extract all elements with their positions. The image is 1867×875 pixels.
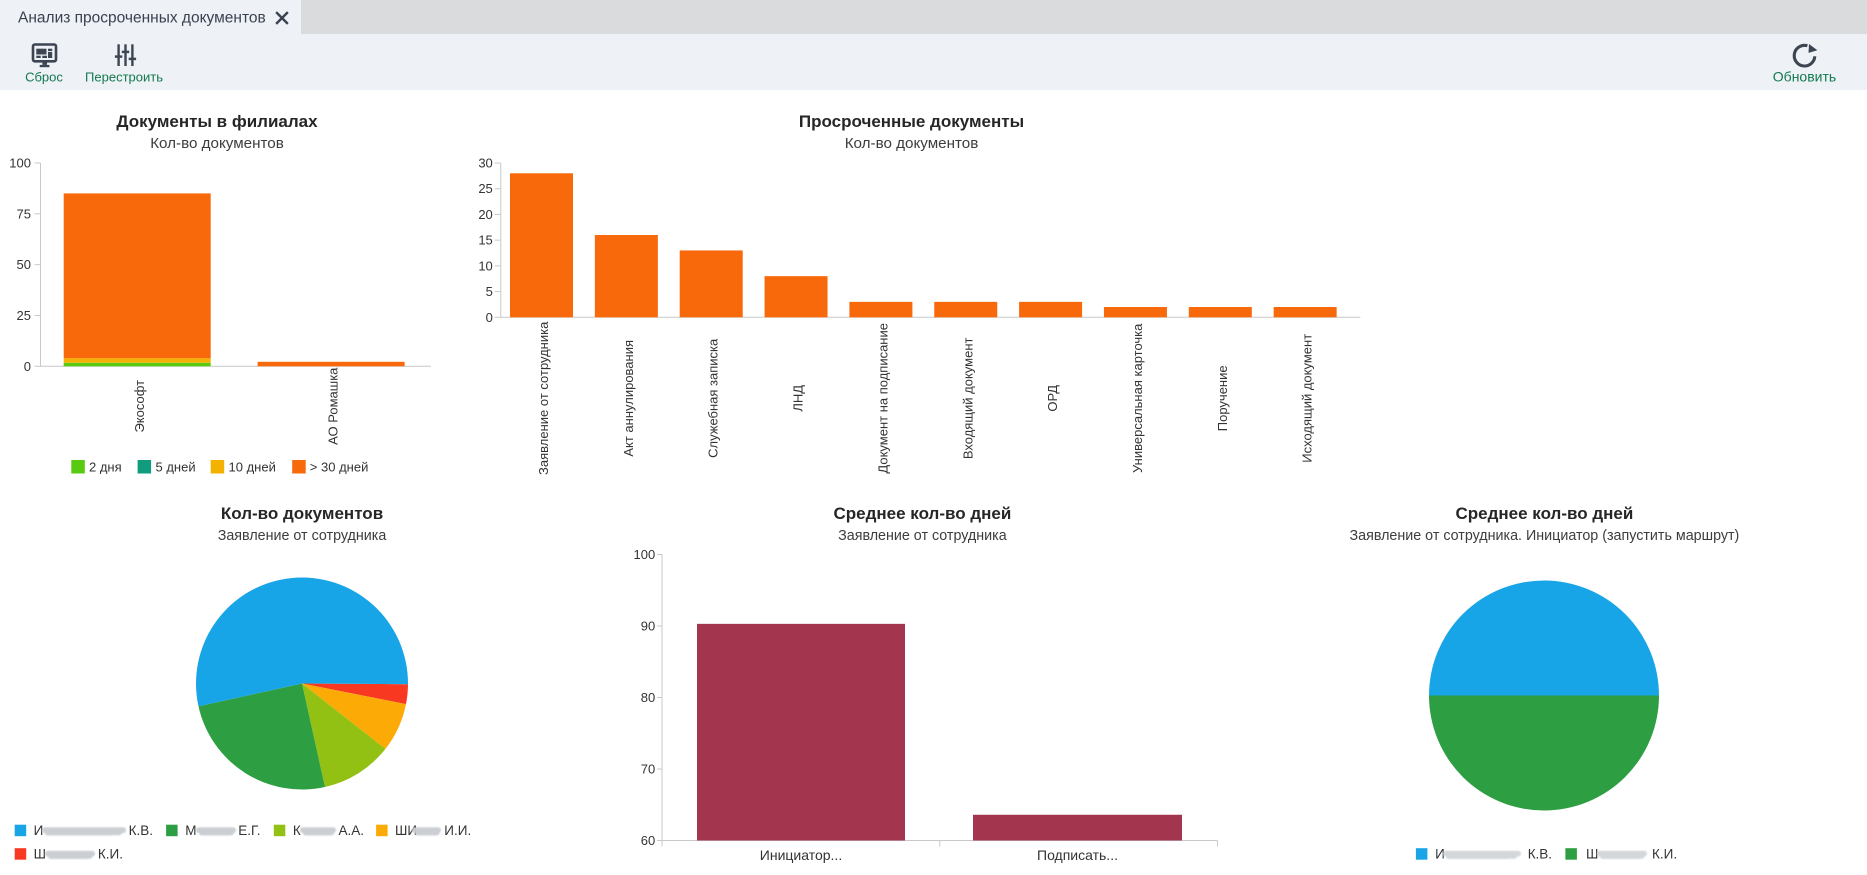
svg-text:25: 25 [478, 181, 492, 196]
svg-text:И: И [1435, 847, 1445, 862]
svg-text:Заявление от сотрудника: Заявление от сотрудника [536, 321, 551, 475]
svg-text:75: 75 [17, 206, 31, 221]
svg-text:К.И.: К.И. [1652, 847, 1677, 862]
svg-text:0: 0 [24, 359, 31, 374]
svg-text:Е.Г.: Е.Г. [238, 823, 260, 838]
svg-text:К.И.: К.И. [98, 847, 123, 862]
svg-text:Документ на подписание: Документ на подписание [875, 323, 890, 474]
svg-text:5 дней: 5 дней [156, 460, 196, 475]
svg-text:Экософт: Экософт [132, 380, 147, 433]
svg-text:100: 100 [633, 547, 655, 562]
svg-text:2 дня: 2 дня [89, 460, 122, 475]
svg-text:Анализ просроченных документов: Анализ просроченных документов [18, 10, 266, 27]
svg-text:Исходящий документ: Исходящий документ [1300, 334, 1315, 463]
svg-text:90: 90 [641, 619, 655, 634]
svg-text:ОРД: ОРД [1045, 385, 1060, 412]
svg-text:> 30 дней: > 30 дней [310, 460, 369, 475]
svg-text:Заявление от сотрудника. Иници: Заявление от сотрудника. Инициатор (запу… [1349, 528, 1739, 544]
svg-text:Поручение: Поручение [1215, 365, 1230, 431]
svg-text:Инициатор...: Инициатор... [760, 847, 842, 863]
svg-text:Заявление от сотрудника: Заявление от сотрудника [218, 528, 387, 544]
svg-text:Среднее кол-во дней: Среднее кол-во дней [833, 504, 1011, 523]
svg-text:А.А.: А.А. [339, 823, 365, 838]
svg-text:80: 80 [641, 690, 655, 705]
svg-text:Ш: Ш [34, 847, 46, 862]
svg-text:30: 30 [478, 156, 492, 171]
svg-text:Подписать...: Подписать... [1037, 847, 1118, 863]
svg-text:20: 20 [478, 207, 492, 222]
svg-text:50: 50 [17, 257, 31, 272]
svg-text:Обновить: Обновить [1773, 69, 1836, 85]
svg-text:5: 5 [486, 284, 493, 299]
svg-text:АО Ромашка: АО Ромашка [326, 367, 341, 445]
svg-text:10 дней: 10 дней [229, 460, 276, 475]
svg-text:Служебная записка: Служебная записка [706, 338, 721, 458]
svg-text:0: 0 [486, 310, 493, 325]
svg-text:Ш: Ш [1586, 847, 1598, 862]
svg-text:Входящий документ: Входящий документ [960, 337, 975, 459]
svg-text:Просроченные документы: Просроченные документы [799, 112, 1024, 131]
svg-text:К.В.: К.В. [129, 823, 153, 838]
svg-text:25: 25 [17, 308, 31, 323]
svg-text:60: 60 [641, 833, 655, 848]
svg-text:70: 70 [641, 762, 655, 777]
svg-text:ШИ: ШИ [395, 823, 417, 838]
svg-text:Кол-во документов: Кол-во документов [845, 135, 979, 152]
svg-text:Кол-во документов: Кол-во документов [221, 504, 383, 523]
svg-text:Акт аннулирования: Акт аннулирования [621, 340, 636, 457]
svg-text:10: 10 [478, 258, 492, 273]
svg-text:Среднее кол-во дней: Среднее кол-во дней [1455, 504, 1633, 523]
svg-text:К: К [293, 823, 301, 838]
svg-text:Кол-во документов: Кол-во документов [150, 135, 284, 152]
svg-text:И: И [34, 823, 44, 838]
svg-text:Документы в филиалах: Документы в филиалах [116, 112, 318, 131]
svg-text:И.И.: И.И. [444, 823, 471, 838]
svg-text:К.В.: К.В. [1528, 847, 1552, 862]
svg-text:100: 100 [9, 156, 31, 171]
svg-text:Универсальная карточка: Универсальная карточка [1130, 323, 1145, 473]
svg-text:15: 15 [478, 233, 492, 248]
svg-text:ЛНД: ЛНД [791, 385, 806, 412]
svg-text:Сброс: Сброс [25, 70, 63, 85]
svg-text:М: М [185, 823, 196, 838]
svg-text:Заявление от сотрудника: Заявление от сотрудника [838, 528, 1007, 544]
svg-text:Перестроить: Перестроить [85, 70, 163, 85]
